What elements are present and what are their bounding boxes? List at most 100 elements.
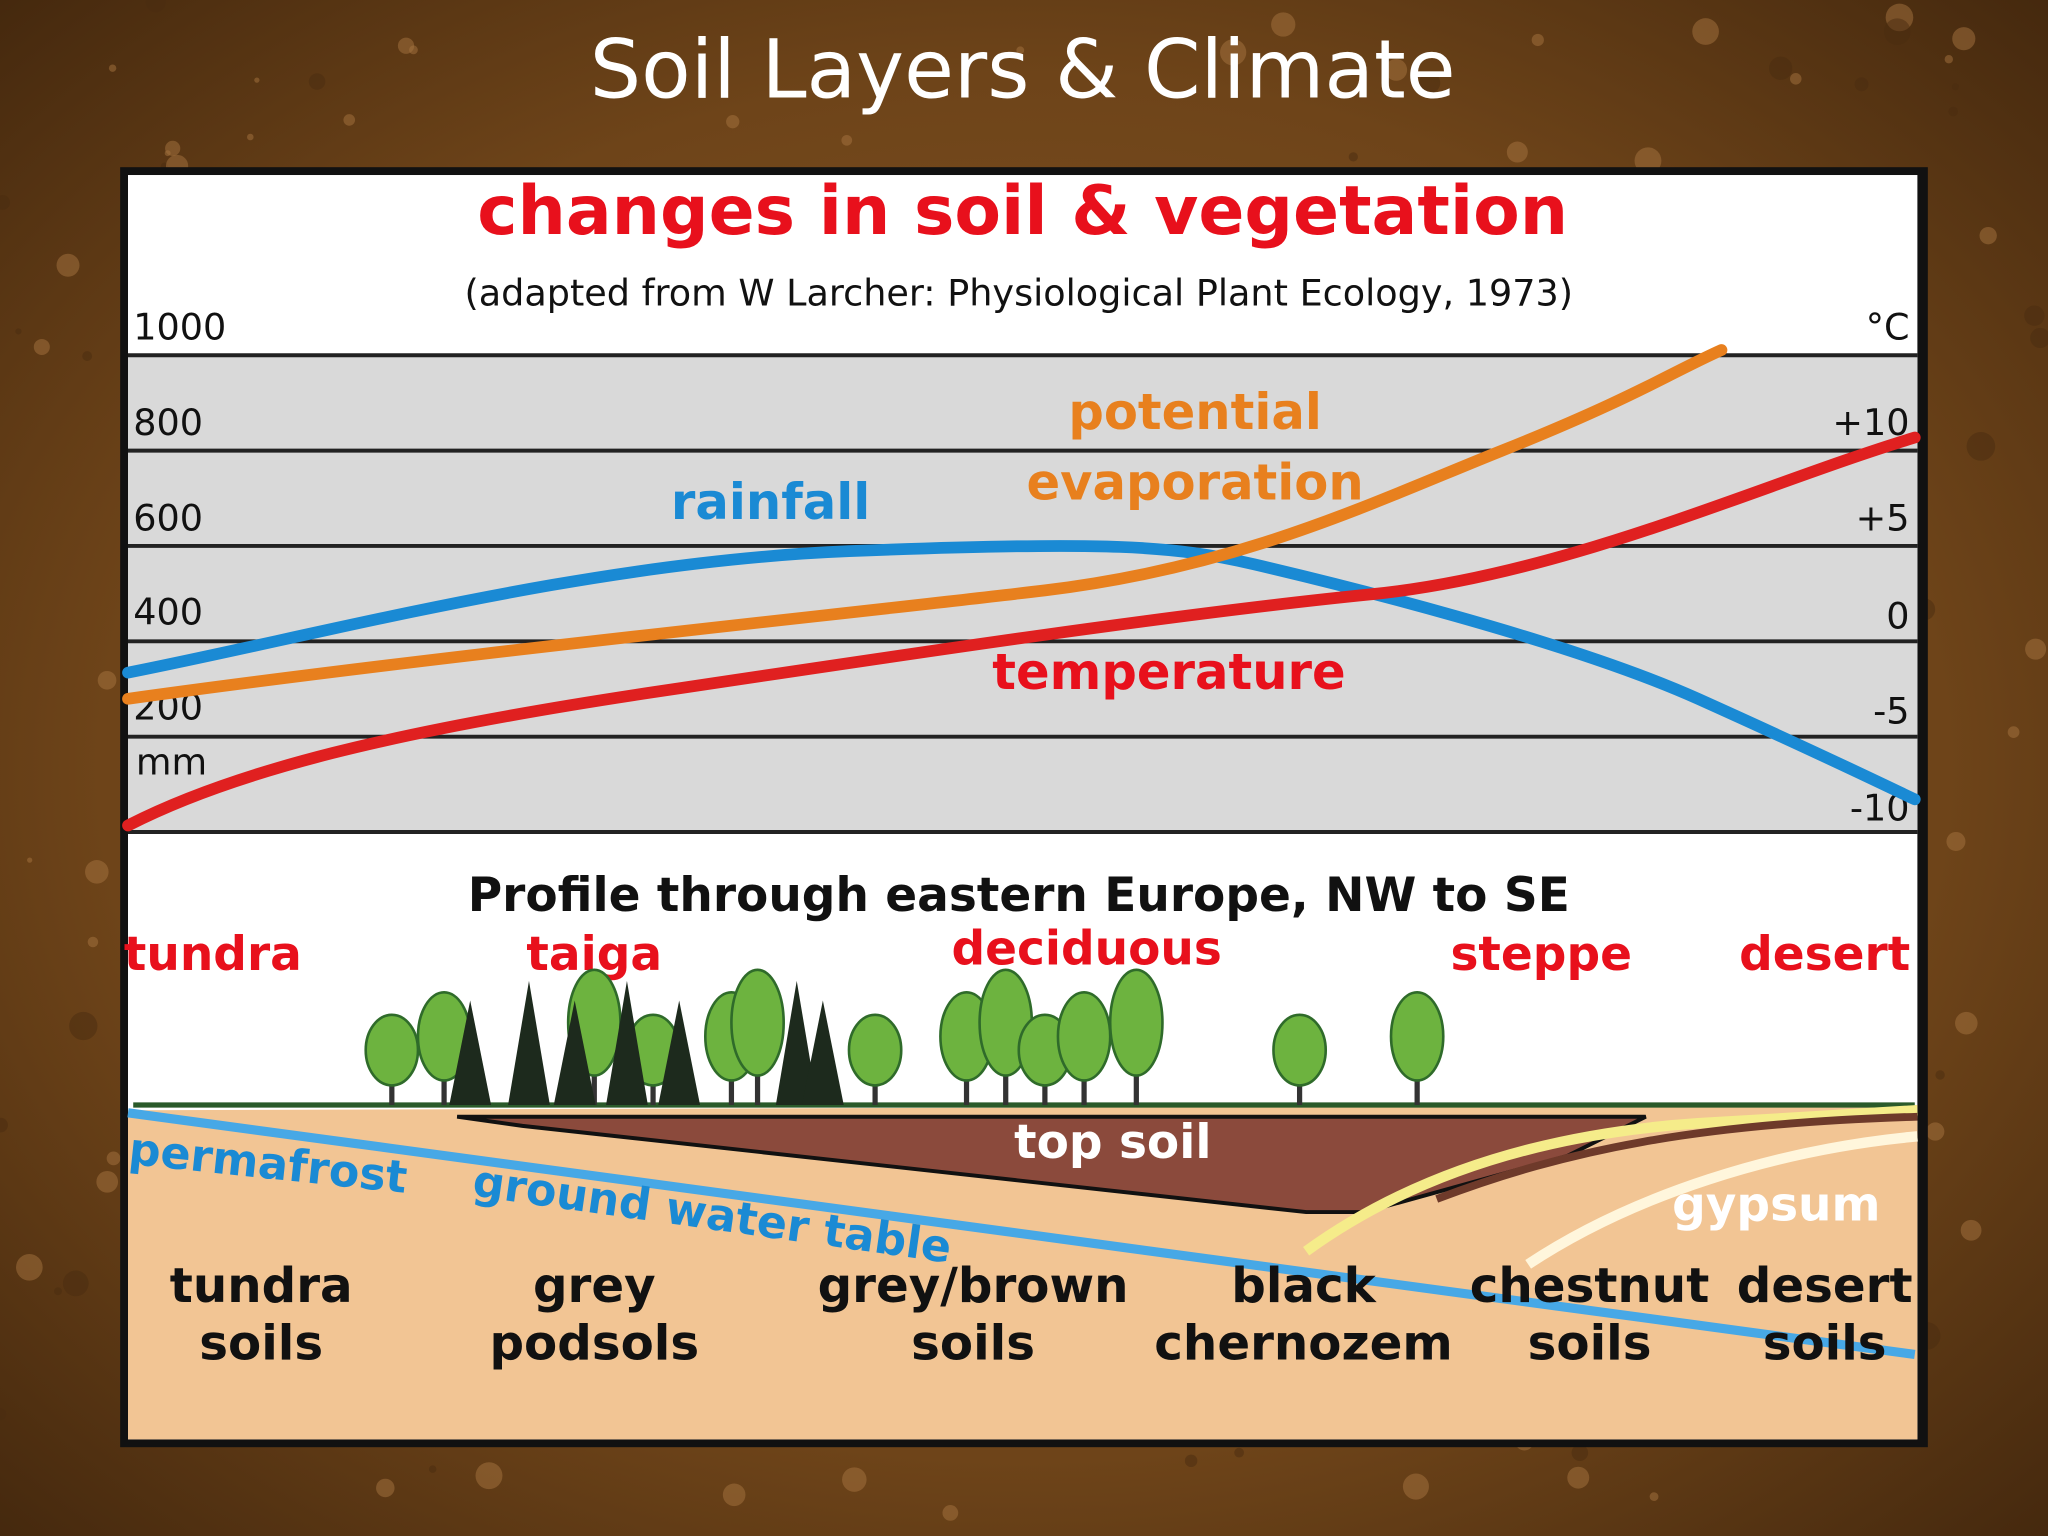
tree-trunk <box>728 1065 735 1105</box>
steppe-layer <box>1303 1104 1918 1256</box>
biome-label: deciduous <box>951 922 1221 977</box>
soil-speck <box>1926 1122 1945 1141</box>
curves <box>122 344 1921 832</box>
soil-speck <box>33 338 50 355</box>
soil-speck <box>1418 72 1441 94</box>
tree-crown <box>847 1013 903 1087</box>
tree-trunk <box>591 1057 597 1105</box>
soil-label: chestnut <box>1470 1258 1710 1314</box>
vegetation <box>364 968 1445 1105</box>
tree-trunk <box>1133 1057 1139 1105</box>
soil-speck <box>428 1465 437 1473</box>
left-axis-label: 600 <box>133 496 203 539</box>
right-axis-label: 0 <box>1886 594 1909 637</box>
soil-speck <box>97 670 117 690</box>
tree-crown <box>364 1013 420 1087</box>
soil-speck <box>1692 18 1719 45</box>
soil-speck <box>1385 58 1408 81</box>
tree-crown <box>1108 968 1164 1077</box>
soil-speck <box>106 1151 121 1166</box>
tree-trunk <box>1414 1065 1420 1105</box>
left-axis-unit: mm <box>136 741 207 784</box>
soil-speck <box>16 1253 43 1281</box>
soil-speck <box>1790 73 1802 85</box>
soil-speck <box>1402 1473 1429 1500</box>
soil-speck <box>722 1483 746 1507</box>
soil-speck <box>1944 55 1953 64</box>
left-axis-label: 400 <box>133 590 203 633</box>
soil-speck <box>85 860 109 884</box>
soil-speck <box>2024 305 2045 326</box>
tree-crown <box>1272 1013 1328 1087</box>
soil-speck <box>0 1117 8 1133</box>
tree-trunk <box>389 1073 395 1105</box>
soil-speck <box>1946 831 1966 852</box>
evaporation-label: evaporation <box>1026 453 1363 511</box>
soil-speck <box>1348 152 1358 162</box>
soil-speck <box>246 133 254 141</box>
soil-label: desert <box>1737 1258 1913 1314</box>
evaporation-label: potential <box>1068 383 1322 441</box>
soil-speck <box>308 73 326 90</box>
soil-speck <box>842 1467 867 1492</box>
soil-speck <box>69 1011 98 1041</box>
right-axis-label: -5 <box>1873 690 1909 733</box>
left-axis-label: 1000 <box>133 306 226 349</box>
soil-speck <box>1769 56 1793 80</box>
soil-speck <box>54 1287 62 1296</box>
soil-speck <box>1966 432 1996 461</box>
profile-title: Profile through eastern Europe, NW to SE <box>468 868 1570 923</box>
soil-label: grey <box>533 1258 656 1314</box>
diagram-subtitle: (adapted from W Larcher: Physiological P… <box>464 272 1573 315</box>
soil-speck <box>1883 18 1911 45</box>
soil-speck <box>62 1270 89 1297</box>
diagram-title: changes in soil & vegetation <box>477 172 1568 251</box>
soil-label: chernozem <box>1154 1316 1452 1372</box>
soil-speck <box>2007 726 2020 739</box>
soil-speck <box>108 64 117 72</box>
biome-label: desert <box>1739 927 1910 982</box>
tree-trunk <box>872 1073 878 1105</box>
soil-speck <box>27 857 33 863</box>
soil-speck <box>1854 77 1869 92</box>
soil-speck <box>2025 638 2047 660</box>
soil-speck <box>0 1408 7 1421</box>
soil-label: grey/brown <box>818 1258 1129 1314</box>
soil-speck <box>56 253 80 277</box>
ground-water-line <box>127 1108 1916 1359</box>
conifer <box>449 1000 492 1105</box>
soil-speck <box>1935 1070 1945 1080</box>
tree-crown <box>1056 991 1112 1082</box>
tree-trunk <box>754 1057 761 1105</box>
soil-speck <box>1955 1011 1978 1035</box>
tree-trunk <box>650 1073 656 1105</box>
soil-speck <box>1016 46 1025 55</box>
right-axis-label: +10 <box>1832 401 1909 444</box>
soil-speck <box>254 77 260 83</box>
conifer <box>553 1000 596 1105</box>
soil-speck <box>1220 39 1247 66</box>
soil-label: podsols <box>489 1316 699 1372</box>
soil-label: black <box>1231 1258 1377 1314</box>
conifer <box>606 980 648 1105</box>
conifer <box>775 980 818 1105</box>
soil-speck <box>96 1170 119 1193</box>
right-axis-label: +5 <box>1856 496 1910 539</box>
soil-label: soils <box>199 1316 323 1372</box>
soil-speck <box>0 195 10 210</box>
soil-speck <box>1571 1444 1589 1461</box>
soil-speck <box>87 936 99 948</box>
soil-label: soils <box>1528 1316 1652 1372</box>
soil-speck <box>1567 1466 1590 1489</box>
rainfall-label: rainfall <box>671 473 870 531</box>
evaporation-curve <box>122 344 1728 705</box>
tree-trunk <box>963 1065 970 1105</box>
gypsum-layer <box>1525 1131 1918 1269</box>
soil-speck <box>1948 106 1958 117</box>
soil-speck <box>15 328 22 335</box>
biome-label: steppe <box>1450 927 1632 982</box>
soil-speck <box>2030 327 2048 348</box>
tree-trunk <box>1081 1065 1087 1105</box>
